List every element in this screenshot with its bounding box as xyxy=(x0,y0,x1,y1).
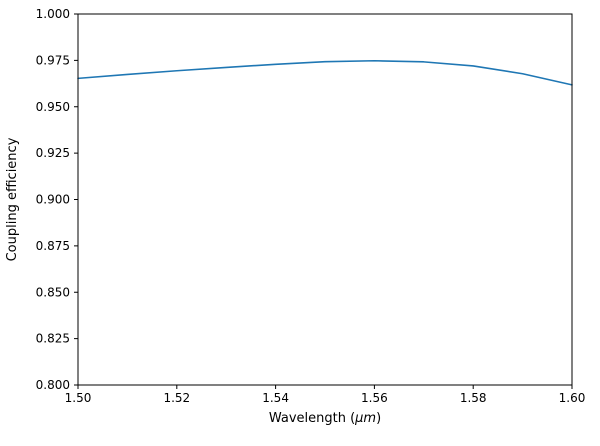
x-tick-label: 1.50 xyxy=(65,391,92,405)
x-tick-label: 1.56 xyxy=(361,391,388,405)
plot-area: 1.50 1.52 1.54 1.56 1.58 1.60 0.800 0.825 0.850 0… xyxy=(36,7,586,405)
x-tick-label: 1.58 xyxy=(460,391,487,405)
x-axis-label-text: Wavelength ( xyxy=(269,411,355,426)
y-axis-label: Coupling efficiency xyxy=(5,137,20,261)
x-axis-label: Wavelength (μm) xyxy=(269,411,381,426)
y-tick-label: 1.000 xyxy=(36,7,70,21)
y-tick-label: 0.825 xyxy=(36,332,70,346)
y-tick-label: 0.900 xyxy=(36,193,70,207)
x-axis-label-close: ) xyxy=(376,411,381,426)
y-tick-label: 0.925 xyxy=(36,146,70,160)
series-line-coupling-efficiency xyxy=(77,59,573,86)
x-tick-label: 1.60 xyxy=(559,391,586,405)
x-tick-label: 1.54 xyxy=(262,391,289,405)
x-tick-label: 1.52 xyxy=(163,391,190,405)
y-tick-label: 0.875 xyxy=(36,239,70,253)
y-tick-label: 0.975 xyxy=(36,53,70,67)
y-tick-label: 0.800 xyxy=(36,378,70,392)
x-axis-label-math: μm xyxy=(354,411,376,426)
y-tick-label: 0.850 xyxy=(36,285,70,299)
y-tick-label: 0.950 xyxy=(36,100,70,114)
